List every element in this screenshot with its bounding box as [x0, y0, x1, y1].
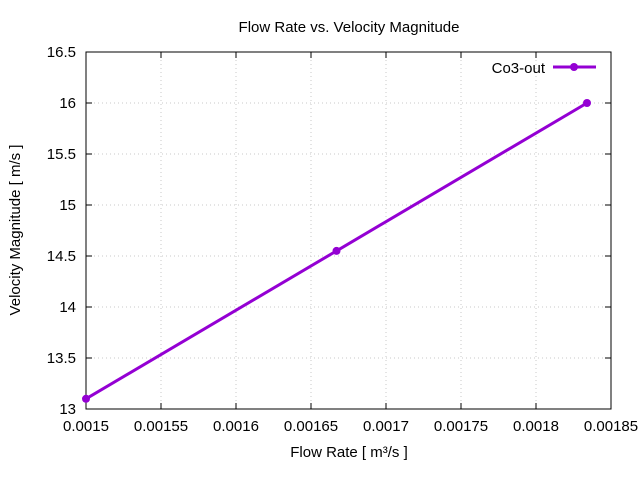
x-tick-label: 0.0015	[63, 418, 109, 435]
chart-title: Flow Rate vs. Velocity Magnitude	[239, 19, 460, 36]
data-point	[332, 246, 341, 255]
y-tick-label: 15.5	[47, 146, 76, 163]
x-tick-label: 0.00175	[434, 418, 488, 435]
y-tick-label: 16	[59, 95, 76, 112]
y-axis-label: Velocity Magnitude [ m/s ]	[7, 145, 24, 316]
legend-label-co3-out: Co3-out	[492, 60, 546, 77]
y-tick-label: 15	[59, 197, 76, 214]
x-tick-label: 0.0017	[363, 418, 409, 435]
y-tick-label: 13.5	[47, 350, 76, 367]
legend: Co3-out	[492, 60, 596, 77]
y-tick-label: 14.5	[47, 248, 76, 265]
plot-border	[85, 51, 612, 410]
legend-swatch-marker	[570, 63, 578, 71]
y-tick-label: 13	[59, 401, 76, 418]
series-layer	[82, 99, 591, 403]
x-axis-ticks: 0.0015 0.00155 0.0016 0.00165 0.0017 0.00175 0…	[63, 52, 638, 435]
grid-lines	[86, 52, 611, 409]
y-tick-label: 16.5	[47, 44, 76, 61]
x-tick-label: 0.00165	[284, 418, 338, 435]
y-axis-ticks: 13 13.5 14 14.5 15 15.5 16 16.5	[47, 44, 611, 418]
y-tick-label: 14	[59, 299, 76, 316]
data-point	[82, 394, 90, 403]
x-tick-label: 0.00185	[584, 418, 638, 435]
x-axis-label: Flow Rate [ m³/s ]	[290, 444, 408, 461]
data-point	[583, 99, 591, 107]
x-tick-label: 0.0018	[513, 418, 559, 435]
x-tick-label: 0.0016	[213, 418, 259, 435]
x-tick-label: 0.00155	[134, 418, 188, 435]
